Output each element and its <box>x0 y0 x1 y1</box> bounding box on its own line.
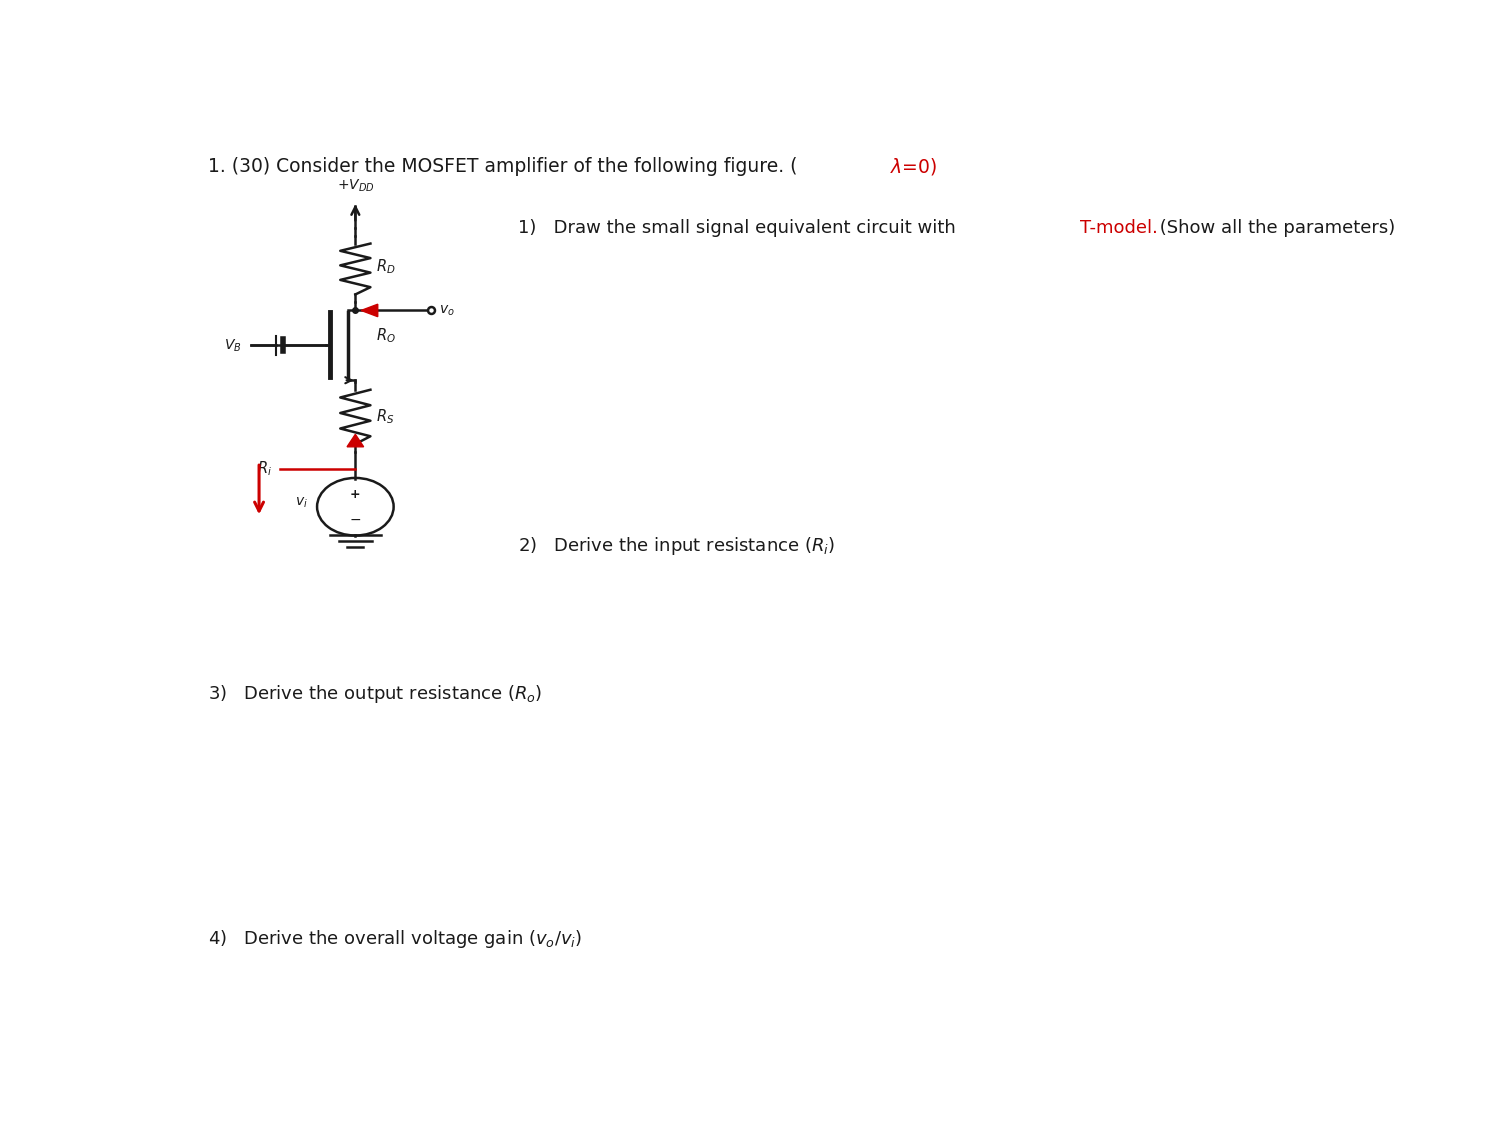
Text: $R_i$: $R_i$ <box>257 459 272 478</box>
Text: $v_o$: $v_o$ <box>439 304 455 317</box>
Text: T-model.: T-model. <box>1081 219 1159 237</box>
Text: +: + <box>350 488 361 501</box>
Text: $R_S$: $R_S$ <box>376 408 395 426</box>
Text: $+V_{DD}$: $+V_{DD}$ <box>337 178 374 195</box>
Text: $-$: $-$ <box>349 512 361 526</box>
Text: $R_O$: $R_O$ <box>376 326 397 344</box>
Text: $\lambda$=0): $\lambda$=0) <box>891 156 937 177</box>
Polygon shape <box>361 304 377 317</box>
Text: 4)   Derive the overall voltage gain ($v_o$/$v_i$): 4) Derive the overall voltage gain ($v_o… <box>208 928 582 949</box>
Text: (Show all the parameters): (Show all the parameters) <box>1154 219 1395 237</box>
Text: $V_B$: $V_B$ <box>225 338 241 353</box>
Text: 1. (30) Consider the MOSFET amplifier of the following figure. (: 1. (30) Consider the MOSFET amplifier of… <box>208 157 798 176</box>
Text: 3)   Derive the output resistance ($R_o$): 3) Derive the output resistance ($R_o$) <box>208 683 542 706</box>
Polygon shape <box>347 434 364 446</box>
Text: $v_i$: $v_i$ <box>295 496 308 511</box>
Text: $R_D$: $R_D$ <box>376 257 395 275</box>
Text: 1)   Draw the small signal equivalent circuit with: 1) Draw the small signal equivalent circ… <box>518 219 961 237</box>
Text: 2)   Derive the input resistance ($R_i$): 2) Derive the input resistance ($R_i$) <box>518 535 835 557</box>
